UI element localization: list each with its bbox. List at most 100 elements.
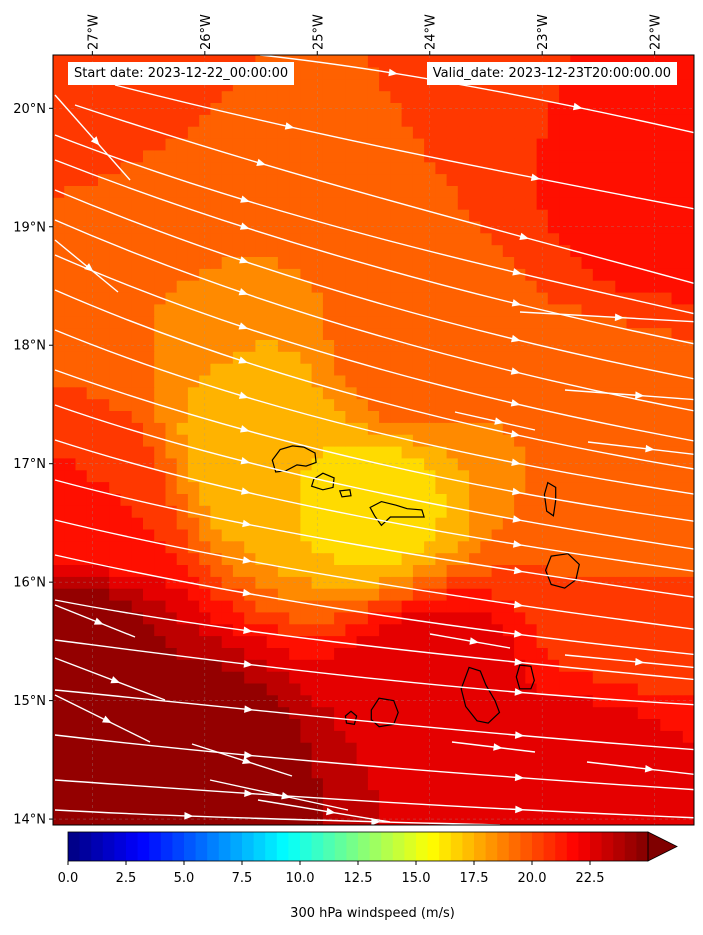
field-cell (525, 55, 538, 68)
field-cell (176, 599, 189, 613)
field-cell (221, 220, 234, 234)
field-cell (154, 149, 167, 163)
field-cell (502, 374, 515, 388)
field-cell (401, 374, 414, 388)
field-cell (165, 161, 178, 175)
field-cell (277, 149, 290, 163)
field-cell (255, 718, 268, 731)
field-cell (536, 730, 549, 743)
field-cell (424, 765, 436, 779)
field-cell (379, 386, 391, 400)
field-cell (660, 422, 673, 435)
field-cell (187, 540, 200, 554)
field-cell (289, 706, 302, 719)
field-cell (660, 445, 673, 459)
field-cell (345, 422, 358, 435)
field-cell (491, 398, 504, 411)
field-cell (525, 256, 538, 269)
field-cell (379, 220, 391, 234)
field-cell (514, 493, 526, 506)
field-cell (581, 682, 594, 696)
field-cell (131, 753, 144, 767)
field-cell (480, 126, 493, 139)
streamline-arrow (511, 487, 522, 496)
field-cell (266, 564, 279, 577)
field-cell (379, 813, 391, 825)
field-cell (502, 682, 515, 696)
field-cell (367, 694, 380, 708)
field-cell (221, 469, 234, 483)
field-cell (334, 434, 346, 447)
field-cell (176, 611, 189, 625)
field-cell (412, 66, 425, 80)
field-cell (671, 777, 684, 791)
field-cell (480, 599, 493, 613)
field-cell (480, 291, 493, 305)
field-cell (390, 161, 403, 175)
field-cell (412, 351, 425, 364)
field-cell (176, 280, 189, 293)
field-cell (199, 422, 212, 435)
field-cell (570, 564, 583, 577)
field-cell (446, 659, 459, 672)
field-cell (446, 102, 459, 115)
field-cell (311, 220, 324, 234)
field-cell (435, 611, 448, 625)
field-cell (660, 173, 673, 186)
field-cell (491, 789, 504, 802)
field-cell (379, 410, 391, 423)
field-cell (671, 327, 684, 340)
field-cell (232, 161, 245, 175)
field-cell (311, 517, 324, 530)
field-cell (199, 517, 212, 530)
field-cell (671, 422, 684, 435)
field-cell (390, 149, 403, 163)
field-cell (322, 374, 335, 388)
streamline-arrow (514, 658, 524, 666)
field-cell (53, 209, 65, 222)
field-cell (514, 303, 526, 317)
field-cell (581, 410, 594, 423)
field-cell (165, 671, 178, 684)
field-cell (626, 126, 639, 139)
field-cell (120, 149, 133, 163)
field-cell (671, 718, 684, 731)
field-cell (187, 173, 200, 186)
field-cell (682, 386, 694, 400)
field-cell (109, 493, 122, 506)
field-cell (637, 706, 650, 719)
field-cell (435, 386, 448, 400)
field-cell (457, 718, 470, 731)
field-cell (469, 398, 481, 411)
colorbar-segment (265, 832, 278, 861)
field-cell (64, 161, 77, 175)
field-cell (345, 671, 358, 684)
field-cell (289, 623, 302, 637)
field-cell (682, 599, 694, 613)
field-cell (379, 55, 391, 68)
field-cell (199, 197, 212, 210)
field-cell (221, 611, 234, 625)
field-cell (682, 493, 694, 506)
field-cell (682, 505, 694, 518)
field-cell (390, 588, 403, 601)
field-cell (604, 327, 616, 340)
field-cell (75, 801, 88, 814)
field-cell (424, 481, 436, 494)
streamline (586, 761, 694, 776)
field-cell (615, 149, 628, 163)
field-cell (637, 611, 650, 625)
field-cell (446, 220, 459, 234)
field-cell (131, 505, 144, 518)
field-cell (570, 777, 583, 791)
field-cell (154, 505, 167, 518)
field-cell (356, 694, 369, 708)
field-cell (221, 410, 234, 423)
field-cell (480, 209, 493, 222)
field-cell (615, 386, 628, 400)
field-cell (480, 445, 493, 459)
streamline (259, 55, 694, 134)
field-cell (626, 102, 639, 115)
field-cell (502, 291, 515, 305)
field-cell (120, 197, 133, 210)
